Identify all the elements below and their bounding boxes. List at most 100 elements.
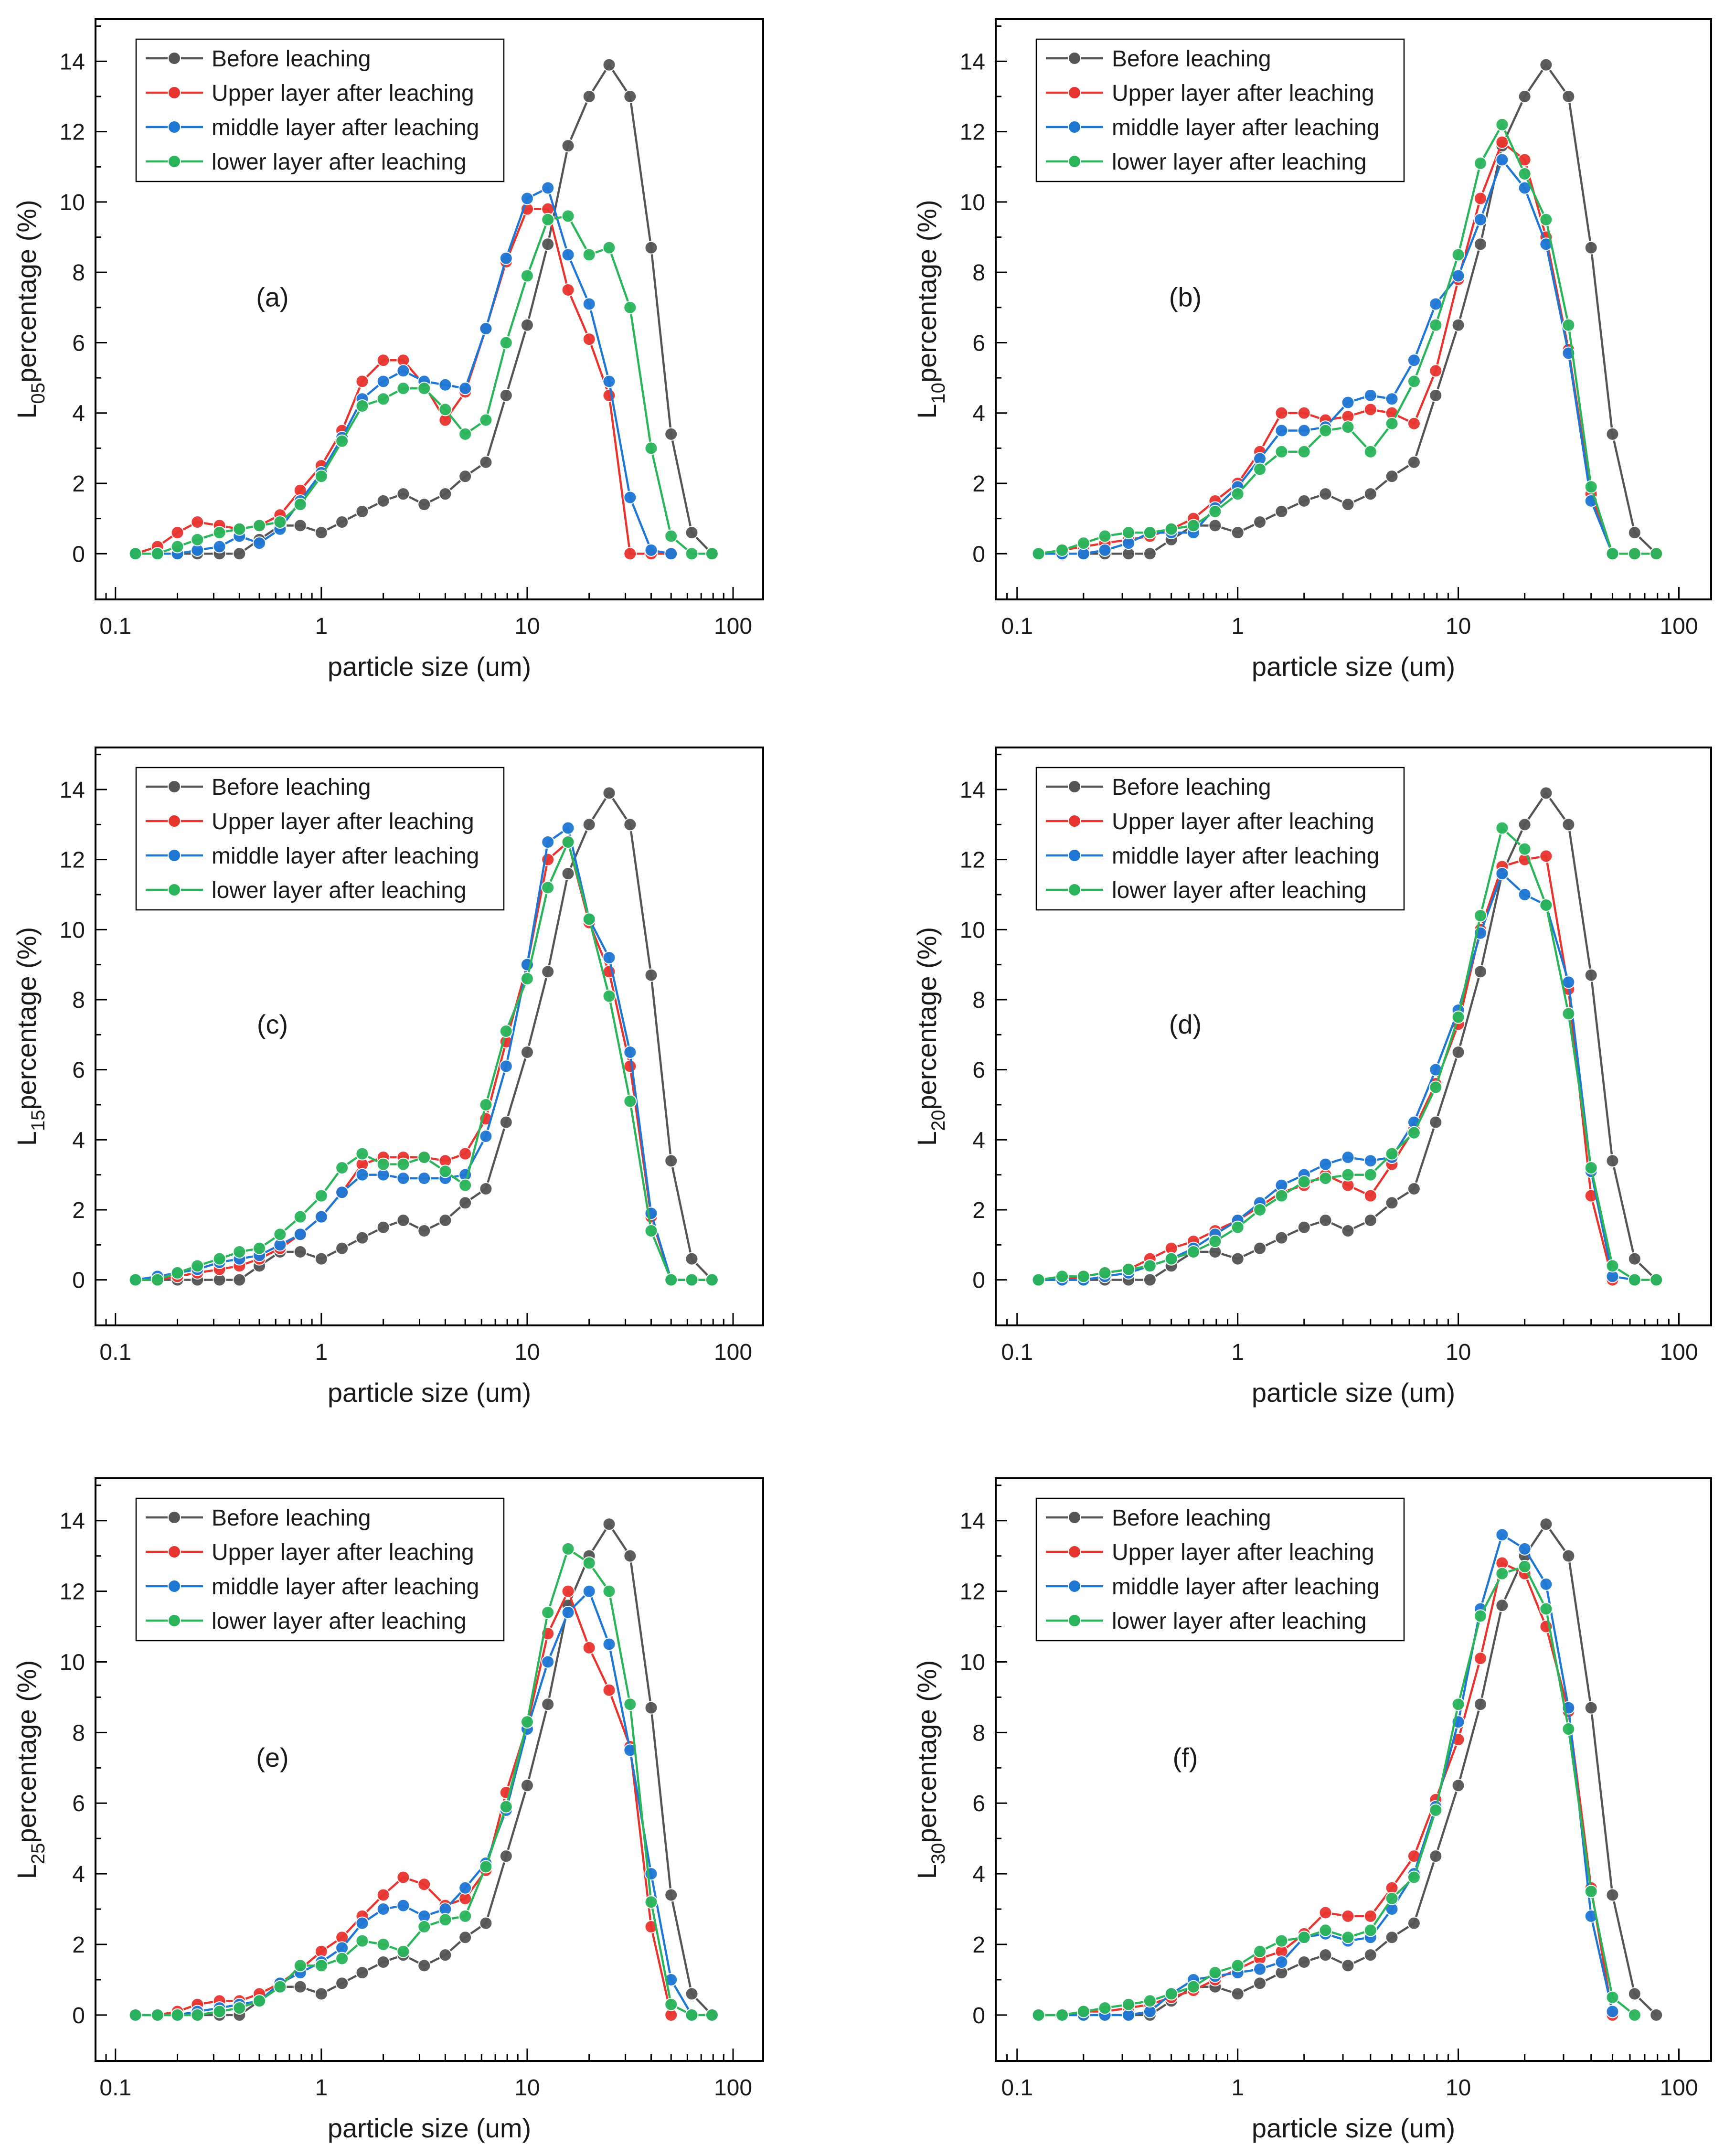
data-point — [314, 1252, 328, 1266]
data-point — [705, 1273, 719, 1287]
data-point — [685, 1987, 699, 2001]
data-point — [253, 1994, 266, 2008]
data-point — [396, 364, 410, 378]
data-point — [273, 1227, 287, 1241]
data-point — [1429, 1849, 1443, 1863]
data-point — [1253, 515, 1267, 529]
x-tick-label: 1 — [315, 614, 328, 639]
data-point — [335, 1976, 349, 1990]
legend-swatch-marker — [1068, 155, 1081, 168]
data-point — [314, 1189, 328, 1203]
y-axis-label-subscript: 05 — [28, 383, 49, 404]
data-point — [602, 58, 616, 72]
series-lower-layer-after-leaching — [1032, 117, 1663, 561]
x-axis-label: particle size (um) — [328, 2113, 531, 2143]
data-point — [1341, 1224, 1355, 1238]
data-point — [458, 1909, 472, 1923]
data-point — [273, 1980, 287, 1994]
data-point — [1628, 1987, 1641, 2001]
data-point — [1539, 58, 1553, 72]
y-axis-label-main: L — [11, 404, 42, 419]
y-axis-label-main: L — [912, 1131, 942, 1146]
data-point — [1429, 318, 1443, 332]
data-point — [623, 90, 637, 103]
data-point — [1055, 2008, 1069, 2022]
data-point — [1363, 1214, 1377, 1227]
legend-swatch-marker — [168, 883, 181, 897]
data-point — [128, 547, 142, 561]
series-line — [135, 1589, 693, 2017]
y-tick-label: 6 — [972, 1791, 985, 1816]
data-point — [623, 818, 637, 832]
chart-panel-c: 0.1 1 10 100 0 2 4 6 8 10 12 14 particle size (um) L1… — [11, 747, 764, 1408]
series-line — [1038, 122, 1657, 555]
data-point — [1275, 1934, 1288, 1948]
data-point — [623, 491, 637, 504]
legend: Before leaching Upper layer after leachin… — [135, 38, 505, 182]
y-tick-label: 8 — [72, 988, 85, 1013]
data-point — [520, 1779, 534, 1793]
chart-panel-f: 0.1 1 10 100 0 2 4 6 8 10 12 14 particle size (um) L3… — [912, 1477, 1712, 2143]
data-point — [293, 498, 307, 512]
data-point — [396, 487, 410, 501]
data-point — [499, 1849, 513, 1863]
data-point — [602, 1637, 616, 1651]
y-axis-label: L15percentage (%) — [11, 927, 49, 1146]
data-point — [582, 1584, 596, 1598]
data-point — [1098, 529, 1112, 543]
data-point — [1473, 1697, 1487, 1711]
data-point — [664, 1997, 678, 2011]
data-point — [1208, 519, 1222, 533]
data-point — [376, 392, 390, 406]
data-point — [664, 547, 678, 561]
data-point — [1363, 1189, 1377, 1203]
data-point — [1473, 192, 1487, 205]
data-point — [623, 1549, 637, 1563]
data-point — [1341, 1931, 1355, 1944]
data-point — [1407, 455, 1421, 469]
data-point — [705, 2008, 719, 2022]
data-point — [1076, 1270, 1090, 1283]
y-axis-label-subscript: 25 — [28, 1843, 49, 1865]
legend-label: Upper layer after leaching — [212, 1540, 474, 1565]
data-point — [1253, 1241, 1267, 1255]
data-point — [644, 1701, 658, 1715]
y-tick-label: 4 — [972, 1128, 985, 1153]
data-point — [1562, 90, 1575, 103]
data-point — [1319, 1923, 1332, 1937]
data-point — [1231, 1252, 1245, 1266]
data-point — [1143, 547, 1157, 561]
legend-label: middle layer after leaching — [1112, 843, 1379, 869]
data-point — [213, 2005, 226, 2018]
data-point — [458, 1196, 472, 1210]
data-point — [170, 2008, 184, 2022]
data-point — [644, 1920, 658, 1934]
y-tick-label: 14 — [60, 778, 85, 803]
data-point — [150, 1273, 164, 1287]
x-tick-label: 100 — [714, 2075, 752, 2101]
data-point — [376, 1220, 390, 1234]
data-point — [1495, 821, 1509, 835]
data-point — [396, 382, 410, 395]
x-tick-label: 1 — [315, 2075, 328, 2101]
legend-label: lower layer after leaching — [212, 878, 467, 903]
data-point — [1363, 1909, 1377, 1923]
y-tick-label: 10 — [960, 918, 985, 943]
legend: Before leaching Upper layer after leachin… — [135, 1497, 505, 1642]
data-point — [479, 1182, 493, 1195]
y-tick-label: 2 — [972, 1198, 985, 1223]
legend-box — [1035, 38, 1405, 182]
data-point — [396, 1214, 410, 1227]
data-point — [644, 543, 658, 557]
data-point — [1518, 842, 1532, 856]
data-point — [1628, 1273, 1641, 1287]
y-tick-label: 4 — [72, 1128, 85, 1153]
series-before-leaching — [1032, 1517, 1663, 2022]
data-point — [314, 1987, 328, 2001]
data-point — [479, 1860, 493, 1874]
data-point — [582, 90, 596, 103]
data-point — [293, 1227, 307, 1241]
series-lower-layer-after-leaching — [1032, 1559, 1641, 2022]
data-point — [1606, 1154, 1619, 1168]
data-point — [685, 1252, 699, 1266]
